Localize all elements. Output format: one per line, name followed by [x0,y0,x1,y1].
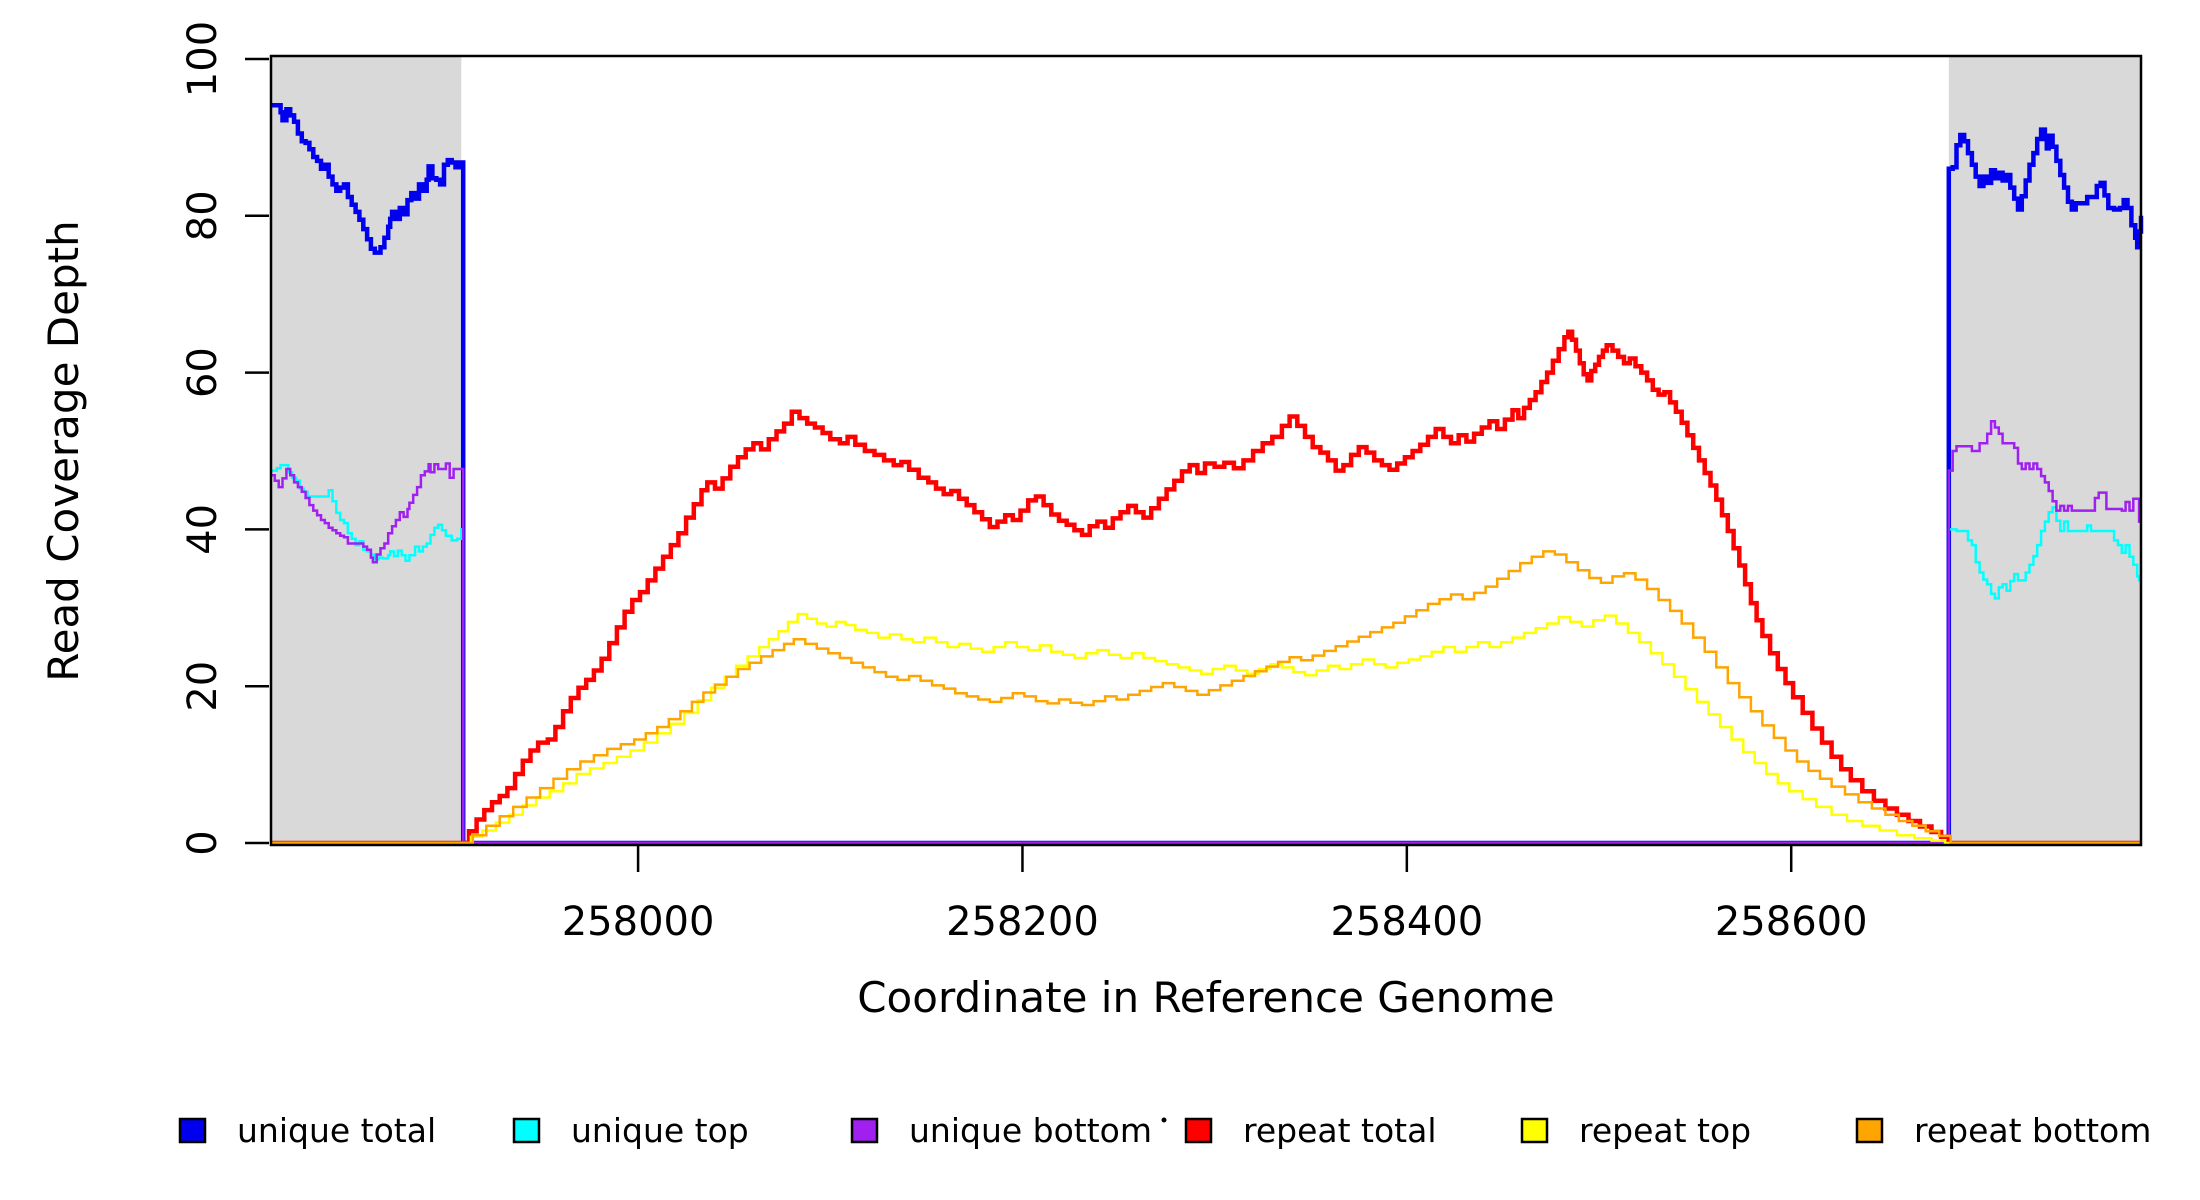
y-tick-label: 20 [180,661,226,712]
legend-swatch-unique-total [178,1117,207,1144]
x-tick-label: 258000 [562,899,715,945]
series-line-repeat-top [271,612,2141,845]
y-tick-label: 0 [180,830,226,855]
legend-swatch-unique-top [512,1117,541,1144]
masked-regions-layer [271,57,2141,844]
y-axis-title: Read Coverage Depth [39,220,88,681]
x-tick-label: 258200 [946,899,1099,945]
legend-label-repeat-bottom: repeat bottom [1914,1111,2151,1150]
series-layer [271,103,2144,846]
legend-swatch-repeat-top [1520,1117,1549,1144]
series-line-repeat-bottom [271,550,2141,845]
legend-label-repeat-total: repeat total [1243,1111,1437,1150]
x-tick-label: 258600 [1715,899,1868,945]
legend-label-unique-total: unique total [237,1111,436,1150]
legend: unique total unique top unique bottom repea… [178,1111,2151,1150]
axis-ticks-layer: 0 20 40 60 80 100 258000 258200 258400 258600 [180,21,1868,945]
series-line-unique-top [271,463,2141,845]
y-tick-label: 80 [180,190,226,241]
series-line-unique-bottom [271,419,2141,845]
y-tick-label: 100 [180,21,226,97]
legend-swatch-repeat-bottom [1855,1117,1884,1144]
y-tick-label: 60 [180,347,226,398]
series-line-repeat-total [271,329,2141,846]
legend-label-unique-bottom: unique bottom [909,1111,1152,1150]
plot-border-box [269,54,2143,847]
x-tick-label: 258400 [1330,899,1483,945]
masked-region-left [271,57,462,844]
x-axis-title: Coordinate in Reference Genome [857,973,1555,1022]
y-tick-label: 40 [180,504,226,555]
legend-label-repeat-top: repeat top [1579,1111,1751,1150]
legend-swatch-repeat-total [1184,1117,1213,1144]
legend-swatch-unique-bottom [850,1117,879,1144]
legend-stray-dot [1161,1117,1167,1123]
legend-label-unique-top: unique top [571,1111,749,1150]
